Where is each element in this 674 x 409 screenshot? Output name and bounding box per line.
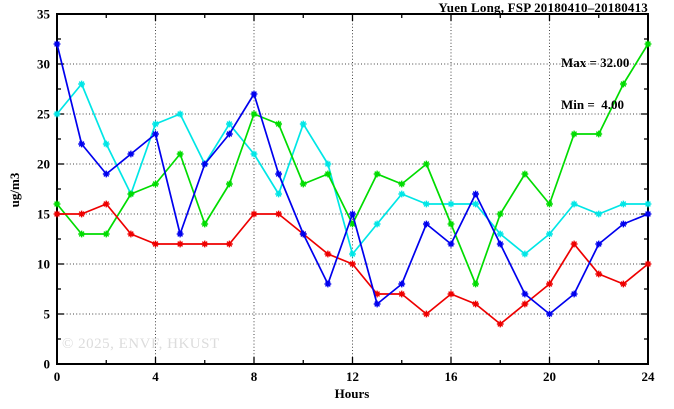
x-tick-label: 24 — [642, 369, 656, 384]
max-min-annotation: Max = 32.00 Min = 4.00 — [561, 28, 629, 140]
x-axis-label: Hours — [334, 386, 370, 401]
series-green-markers — [53, 40, 652, 288]
y-tick-label: 15 — [37, 207, 51, 222]
series-cyan-markers — [53, 80, 652, 258]
min-value-label: Min = 4.00 — [561, 97, 625, 112]
y-axis-label: ug/m3 — [7, 172, 22, 208]
max-value-label: Max = 32.00 — [561, 55, 630, 70]
y-tick-label: 0 — [44, 357, 51, 372]
x-tick-label: 4 — [152, 369, 159, 384]
y-tick-label: 35 — [37, 7, 51, 22]
x-tick-label: 20 — [543, 369, 556, 384]
series-blue-markers — [53, 40, 652, 318]
plot-frame — [56, 13, 649, 365]
y-tick-label: 30 — [37, 57, 50, 72]
y-tick-label: 10 — [37, 257, 50, 272]
x-tick-label: 12 — [346, 369, 359, 384]
y-tick-label: 25 — [37, 107, 51, 122]
x-tick-label: 16 — [445, 369, 459, 384]
y-tick-label: 5 — [44, 307, 51, 322]
x-tick-label: 8 — [251, 369, 258, 384]
y-tick-label: 20 — [37, 157, 50, 172]
chart-title: Yuen Long, FSP 20180410–20180413 — [438, 0, 648, 15]
x-tick-label: 0 — [54, 369, 61, 384]
watermark: © 2025, ENVF, HKUST — [62, 336, 220, 352]
series-red-markers — [53, 200, 652, 328]
